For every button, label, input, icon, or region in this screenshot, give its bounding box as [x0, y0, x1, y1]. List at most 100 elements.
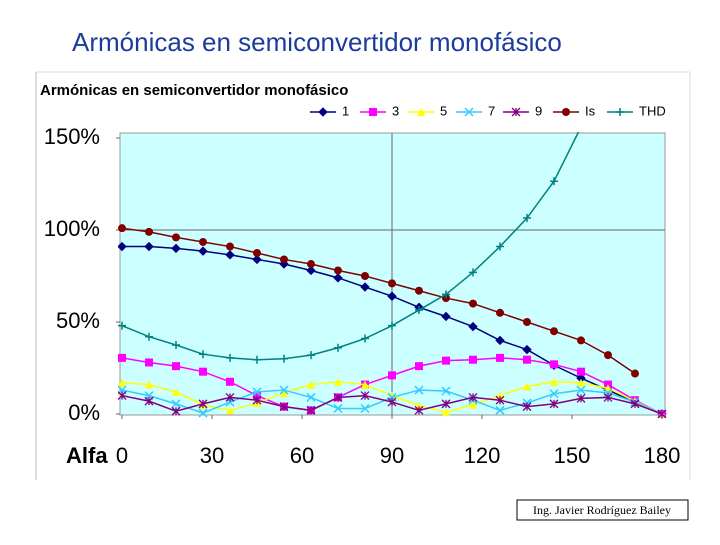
slide-title: Armónicas en semiconvertidor monofásico	[72, 27, 562, 57]
marker	[442, 408, 450, 417]
marker	[280, 388, 288, 397]
marker	[576, 393, 586, 403]
marker	[523, 214, 531, 223]
marker	[253, 249, 261, 257]
marker	[522, 344, 532, 355]
marker	[333, 392, 343, 402]
marker	[225, 392, 235, 402]
marker	[118, 321, 126, 330]
marker	[616, 108, 624, 116]
marker	[415, 286, 423, 295]
marker	[415, 362, 423, 371]
legend-label: 5	[440, 103, 447, 118]
x-tick-label: 0	[116, 443, 128, 468]
marker	[226, 377, 234, 386]
marker	[577, 336, 585, 345]
marker	[171, 243, 181, 254]
plot-series	[118, 132, 667, 418]
marker	[441, 386, 451, 396]
marker	[550, 327, 558, 336]
x-axis-label: Alfa	[66, 443, 108, 468]
marker	[118, 224, 126, 233]
marker	[360, 282, 370, 292]
x-tick-label: 30	[200, 443, 224, 468]
marker	[603, 392, 613, 402]
marker	[171, 406, 181, 416]
marker	[388, 371, 396, 380]
marker	[145, 332, 153, 341]
marker	[577, 367, 585, 376]
marker	[511, 107, 521, 117]
marker	[415, 306, 423, 315]
legend	[305, 102, 670, 126]
marker	[172, 362, 180, 371]
marker	[118, 391, 127, 401]
marker	[306, 405, 316, 415]
marker	[280, 255, 288, 264]
y-tick-label: 50%	[56, 308, 100, 333]
marker	[496, 353, 504, 362]
marker	[469, 299, 477, 308]
marker	[441, 311, 451, 322]
marker	[253, 391, 261, 400]
series-line	[121, 227, 636, 375]
marker	[387, 397, 397, 407]
marker	[631, 369, 639, 378]
marker	[562, 108, 570, 116]
marker	[495, 335, 505, 346]
marker	[118, 241, 127, 252]
marker	[360, 403, 370, 414]
y-tick-label: 100%	[44, 216, 100, 241]
marker	[199, 367, 207, 376]
marker	[198, 399, 208, 409]
marker	[369, 108, 377, 116]
marker	[199, 350, 207, 359]
marker	[252, 254, 262, 265]
marker	[252, 395, 262, 405]
legend-label: 9	[535, 103, 542, 118]
legend-label: Is	[585, 103, 596, 118]
marker	[145, 227, 153, 236]
marker	[198, 246, 208, 256]
marker	[523, 355, 531, 364]
marker	[469, 355, 477, 364]
marker	[252, 387, 262, 397]
marker	[279, 402, 289, 412]
marker	[333, 403, 343, 414]
marker	[145, 380, 153, 389]
marker	[198, 408, 208, 418]
footer: Ing. Javier Rodríguez Bailey	[533, 503, 671, 517]
marker	[442, 356, 450, 365]
x-tick-label: 60	[290, 443, 314, 468]
marker	[118, 353, 126, 362]
marker	[145, 358, 153, 367]
marker	[417, 108, 425, 116]
y-tick-label: 0%	[68, 400, 100, 425]
legend-label: THD	[639, 103, 666, 118]
marker	[334, 266, 342, 275]
marker	[576, 385, 586, 395]
legend-label: 7	[488, 103, 495, 118]
marker	[318, 107, 328, 117]
marker	[306, 392, 316, 402]
marker	[361, 380, 369, 389]
marker	[334, 377, 342, 386]
marker	[360, 391, 370, 401]
marker	[280, 354, 288, 363]
marker	[469, 400, 477, 409]
marker	[522, 402, 532, 412]
marker	[495, 405, 505, 415]
marker	[550, 360, 558, 369]
marker	[279, 385, 289, 395]
marker	[144, 396, 154, 406]
marker	[549, 399, 559, 409]
marker	[226, 242, 234, 251]
marker	[442, 290, 450, 299]
marker	[199, 237, 207, 246]
marker	[414, 385, 424, 395]
marker	[172, 387, 180, 396]
marker	[523, 318, 531, 326]
marker	[550, 377, 558, 386]
marker	[361, 334, 369, 343]
marker	[468, 321, 478, 332]
